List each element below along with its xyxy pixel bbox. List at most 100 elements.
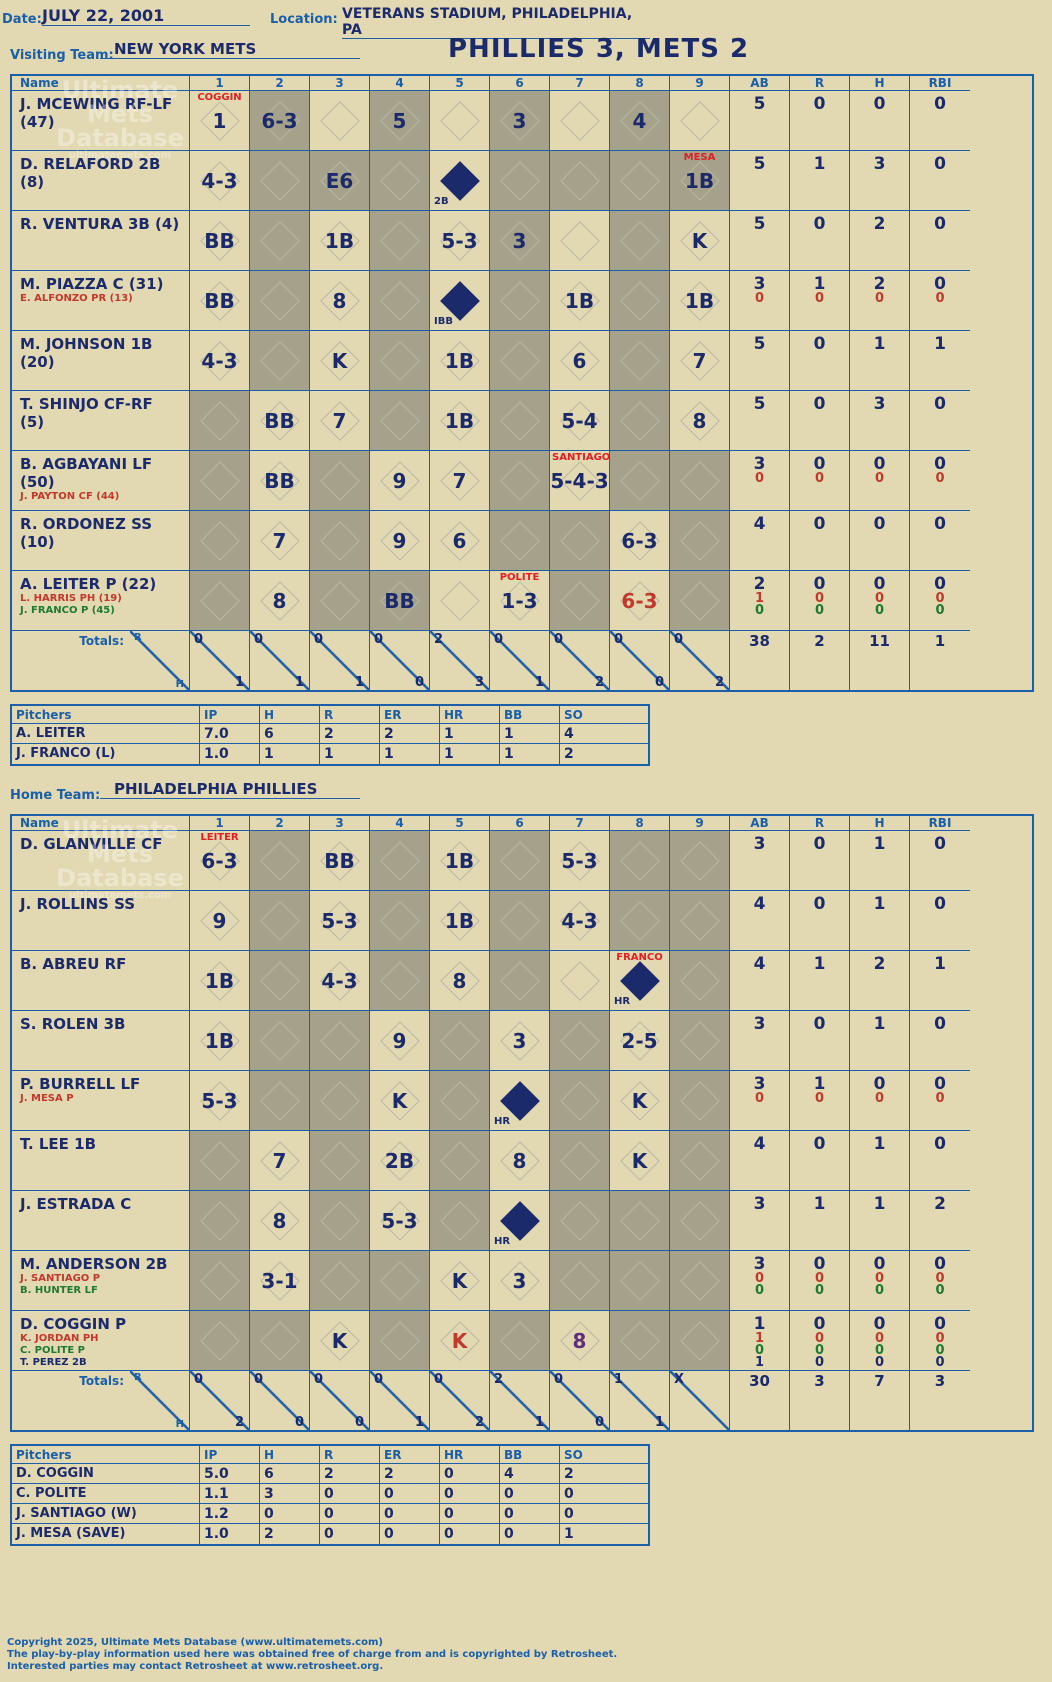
totals-label: Totals: bbox=[79, 634, 124, 648]
inning-cell bbox=[190, 1191, 250, 1251]
name-header: Name bbox=[12, 76, 190, 91]
play-code: K bbox=[631, 1088, 648, 1113]
stat-value: 0 bbox=[934, 214, 946, 234]
stat-value: 0 bbox=[813, 394, 826, 414]
h-cell: 3 bbox=[850, 391, 910, 451]
inning-cell: 6-3 bbox=[250, 91, 310, 151]
inning-cell bbox=[610, 151, 670, 211]
inning-cell bbox=[250, 1071, 310, 1131]
batter-name: B. ABREU RF bbox=[20, 955, 127, 973]
inning-header-3: 3 bbox=[310, 76, 370, 91]
play-code: 6-3 bbox=[621, 588, 658, 613]
ab-cell: 4 bbox=[730, 1131, 790, 1191]
pitcher-stat: 1 bbox=[440, 724, 500, 744]
base-diamond bbox=[679, 1200, 720, 1241]
stat-value: 0 bbox=[813, 454, 826, 474]
totals-slash bbox=[550, 631, 609, 690]
inning-cell: 1B MESA bbox=[670, 151, 730, 211]
base-diamond bbox=[559, 220, 600, 261]
ab-cell: 4 bbox=[730, 951, 790, 1011]
base-diamond bbox=[619, 1320, 660, 1361]
watermark-text: Database bbox=[56, 124, 184, 152]
pitcher-stat: 0 bbox=[440, 1524, 500, 1544]
play-code: 6-3 bbox=[261, 108, 298, 133]
inning-cell bbox=[370, 391, 430, 451]
pitcher-name: J. SANTIAGO (W) bbox=[12, 1504, 200, 1524]
pitcher-table-header: BB bbox=[500, 1446, 560, 1464]
h-cell: 3 bbox=[850, 151, 910, 211]
play-code: 8 bbox=[272, 588, 287, 613]
inning-hits: 2 bbox=[594, 675, 604, 690]
stat-value: 0 bbox=[934, 834, 946, 854]
stat-value: 1 bbox=[873, 334, 886, 354]
date-label: Date: bbox=[2, 12, 42, 27]
play-code: 1-3 bbox=[501, 588, 538, 613]
stat-value: 0 bbox=[874, 1343, 885, 1358]
totals-slash bbox=[190, 631, 249, 690]
inning-cell bbox=[250, 831, 310, 891]
r-header: R bbox=[790, 816, 850, 831]
inning-cell: IBB bbox=[430, 271, 490, 331]
batter-row: S. ROLEN 3B bbox=[12, 1011, 190, 1071]
pitcher-change-label: POLITE bbox=[499, 572, 540, 583]
inning-cell: HR bbox=[490, 1191, 550, 1251]
inning-cell bbox=[430, 91, 490, 151]
base-diamond bbox=[499, 160, 540, 201]
inning-hits: 0 bbox=[654, 675, 664, 690]
inning-cell: 2B bbox=[370, 1131, 430, 1191]
stat-value: 0 bbox=[754, 1091, 765, 1106]
pitcher-stat: 7.0 bbox=[200, 724, 260, 744]
inning-cell bbox=[610, 211, 670, 271]
substitute-name: K. JORDAN PH bbox=[20, 1333, 99, 1344]
inning-cell: HR FRANCO bbox=[610, 951, 670, 1011]
h-header: H bbox=[850, 76, 910, 91]
inning-cell bbox=[370, 891, 430, 951]
h-cell: 1 bbox=[850, 1131, 910, 1191]
play-code: 1B bbox=[684, 288, 715, 313]
stat-value: 5 bbox=[753, 94, 766, 114]
inning-cell bbox=[610, 331, 670, 391]
stat-value: 3 bbox=[753, 454, 766, 474]
pitcher-table-header: H bbox=[260, 1446, 320, 1464]
stat-value: 1 bbox=[754, 1331, 765, 1346]
rbi-header: RBI bbox=[910, 76, 970, 91]
pitcher-change-label: LEITER bbox=[200, 832, 239, 843]
ab-cell: 5 bbox=[730, 151, 790, 211]
inning-cell bbox=[670, 1191, 730, 1251]
stat-total: 11 bbox=[850, 631, 910, 690]
play-code: 9 bbox=[212, 908, 227, 933]
batter-name: J. ESTRADA C bbox=[20, 1195, 132, 1213]
inning-hits: 1 bbox=[534, 675, 544, 690]
ab-cell: 3 bbox=[730, 1191, 790, 1251]
play-code: 8 bbox=[452, 968, 467, 993]
pitcher-table-header: Pitchers bbox=[12, 706, 200, 724]
stat-value: 0 bbox=[873, 514, 886, 534]
inning-hits: 1 bbox=[234, 675, 244, 690]
inning-cell bbox=[670, 451, 730, 511]
batter-row: M. PIAZZA C (31) E. ALFONZO PR (13) bbox=[12, 271, 190, 331]
ab-cell: 5 bbox=[730, 211, 790, 271]
pitcher-stat: 1 bbox=[564, 1526, 574, 1542]
inning-runs: X bbox=[674, 1372, 685, 1387]
batter-row: T. LEE 1B bbox=[12, 1131, 190, 1191]
stat-value: 0 bbox=[935, 471, 945, 486]
base-diamond bbox=[259, 960, 300, 1001]
inning-cell bbox=[430, 1191, 490, 1251]
play-code: 8 bbox=[332, 288, 347, 313]
totals-r-key: R bbox=[134, 1372, 142, 1383]
stat-value: 2 bbox=[873, 274, 886, 294]
batter-name: S. ROLEN 3B bbox=[20, 1015, 126, 1033]
stat-total: 30 bbox=[730, 1371, 790, 1430]
footer-copyright: Copyright 2025, Ultimate Mets Database (… bbox=[7, 1637, 383, 1648]
inning-header-2: 2 bbox=[250, 816, 310, 831]
inning-runs: 2 bbox=[434, 632, 444, 647]
inning-runs: 0 bbox=[554, 1372, 564, 1387]
r-header: R bbox=[790, 76, 850, 91]
inning-header-3: 3 bbox=[310, 816, 370, 831]
base-diamond bbox=[499, 900, 540, 941]
batter-name: J. ROLLINS SS bbox=[20, 895, 136, 913]
